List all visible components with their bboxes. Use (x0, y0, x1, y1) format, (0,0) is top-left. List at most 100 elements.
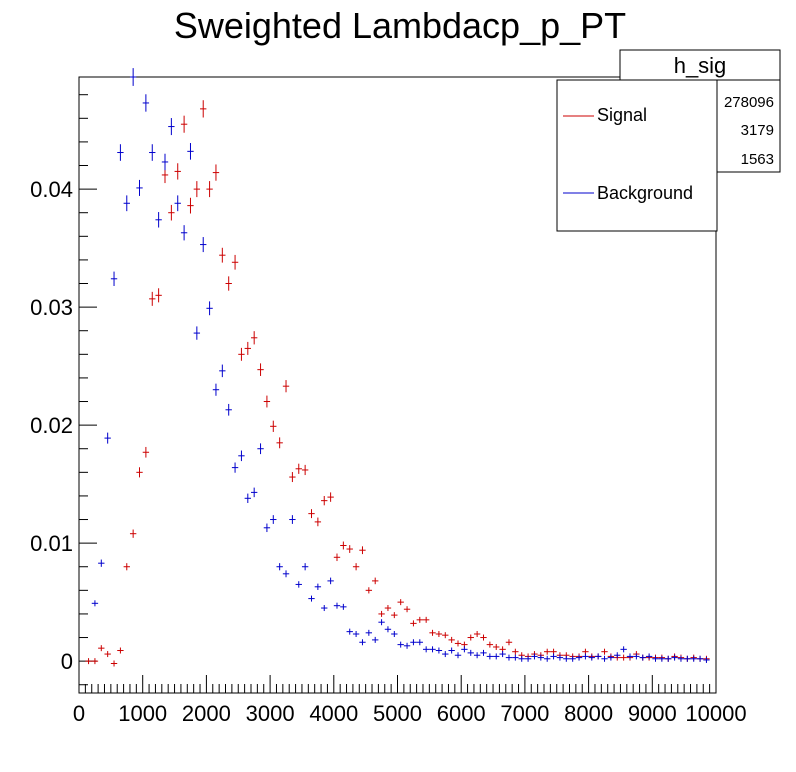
data-point (563, 655, 570, 662)
data-point (289, 472, 296, 483)
legend-frame (556, 79, 718, 232)
y-tick-label: 0.01 (30, 531, 73, 556)
data-point (614, 652, 621, 659)
data-point (575, 654, 583, 661)
data-point (473, 652, 481, 659)
data-point (219, 364, 226, 378)
data-point (91, 658, 99, 665)
data-point (238, 347, 245, 361)
y-tick-label: 0 (61, 649, 73, 674)
data-point (219, 247, 226, 263)
data-point (378, 619, 385, 626)
stats-value-entries: 278096 (724, 94, 774, 111)
x-tick-label: 4000 (309, 701, 358, 726)
data-point (314, 517, 322, 527)
data-point (321, 495, 328, 506)
data-point (391, 630, 398, 637)
y-tick-label: 0.03 (30, 295, 73, 320)
data-point (588, 654, 595, 661)
x-tick-label: 3000 (246, 701, 295, 726)
data-point (601, 655, 608, 662)
data-point (499, 651, 506, 658)
data-point (645, 653, 653, 660)
data-point (295, 581, 302, 588)
data-point (340, 603, 347, 610)
data-point (238, 450, 245, 462)
data-point (257, 443, 264, 455)
data-point (524, 655, 532, 662)
data-point (620, 646, 627, 653)
data-point (149, 144, 156, 161)
stats-box-title: h_sig (674, 53, 727, 78)
data-point (333, 602, 341, 609)
data-point (187, 143, 194, 160)
data-point (410, 639, 417, 646)
data-point (250, 331, 258, 345)
data-point (422, 646, 430, 653)
data-point (180, 115, 188, 133)
data-point (505, 654, 513, 661)
data-point (301, 563, 309, 571)
data-point (155, 212, 162, 228)
x-tick-label: 7000 (500, 701, 549, 726)
data-point (301, 464, 309, 476)
data-point (372, 577, 379, 585)
data-point (225, 403, 232, 416)
data-point (136, 179, 143, 196)
data-point (168, 118, 175, 136)
x-axis: 0 1000 2000 3000 4000 5000 6000 7000 8000 9000 100… (73, 675, 747, 726)
data-point (569, 655, 576, 662)
data-point (98, 559, 105, 567)
data-point (486, 653, 494, 660)
data-point (327, 492, 334, 502)
data-point (403, 642, 411, 649)
data-point (155, 288, 162, 303)
data-point (442, 632, 449, 639)
data-point (123, 195, 130, 212)
y-tick-label: 0.02 (30, 413, 73, 438)
data-point (104, 651, 111, 658)
data-point (467, 634, 474, 641)
data-point (187, 197, 194, 214)
data-point (372, 636, 379, 643)
data-point (556, 654, 564, 661)
data-point (282, 380, 290, 393)
data-point (410, 620, 417, 627)
data-point (206, 181, 213, 198)
x-tick-label: 0 (73, 701, 85, 726)
data-point (231, 254, 239, 270)
data-point (244, 493, 251, 503)
data-point (110, 271, 118, 286)
x-tick-label: 2000 (182, 701, 231, 726)
data-point (448, 636, 455, 643)
data-point (129, 529, 137, 538)
data-point (454, 640, 462, 647)
data-point (473, 630, 481, 637)
data-point (378, 610, 385, 617)
data-point (295, 463, 302, 474)
data-point (493, 653, 500, 660)
data-point (352, 630, 360, 637)
data-point (365, 587, 373, 594)
data-point (652, 655, 659, 662)
data-point (531, 653, 538, 660)
data-point (212, 164, 220, 181)
x-tick-label: 9000 (628, 701, 677, 726)
legend-label-background: Background (597, 183, 693, 203)
data-point (537, 654, 545, 661)
data-point (626, 653, 634, 660)
data-point (180, 225, 188, 241)
data-point (403, 606, 411, 613)
data-point (142, 446, 150, 458)
data-point (98, 645, 105, 652)
data-point (435, 647, 443, 654)
data-point (684, 655, 691, 662)
data-point (174, 195, 181, 212)
data-point (136, 467, 143, 478)
stats-value-stddev: 1563 (741, 151, 774, 168)
data-point (85, 658, 92, 665)
data-point (582, 653, 589, 660)
data-point (91, 600, 99, 607)
x-tick-label: 1000 (118, 701, 167, 726)
